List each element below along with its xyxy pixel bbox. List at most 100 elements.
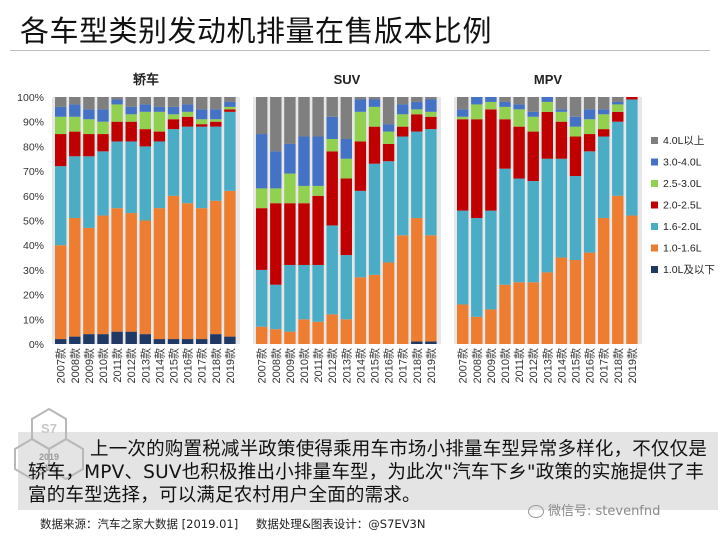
bar-segment [55, 116, 67, 135]
x-tick-label: 2010款 [498, 348, 512, 383]
bar-segment [284, 97, 296, 144]
y-tick-label: 90% [23, 117, 44, 129]
bar-segment [527, 97, 539, 112]
bar-segment [598, 218, 610, 344]
bar-segment [284, 264, 296, 332]
bar-segment [368, 106, 381, 127]
bar-segment [555, 97, 568, 110]
panel-title: SUV [334, 72, 361, 87]
bar-segment [397, 126, 409, 137]
legend-swatch [651, 266, 658, 273]
bar-segment [471, 218, 483, 317]
bar-segment [598, 129, 610, 137]
source-line: 数据来源：汽车之家大数据 [2019.01] 数据处理&图表设计：@S7EV3N [40, 516, 439, 532]
bar-segment [499, 97, 511, 102]
bar-segment [224, 111, 236, 191]
bar-segment [224, 190, 236, 337]
x-tick-label: 2011款 [311, 348, 325, 383]
bar-segment [326, 225, 338, 315]
bar-segment [583, 134, 596, 152]
bar-segment [111, 97, 123, 100]
bar-segment [167, 106, 180, 115]
bar-segment [541, 97, 553, 102]
bar-segment [83, 119, 95, 135]
y-tick-label: 70% [23, 166, 44, 178]
bar-segment [598, 97, 610, 110]
y-tick-label: 20% [23, 290, 44, 302]
data-processing: 数据处理&图表设计：@S7EV3N [255, 517, 426, 531]
bar-segment [125, 106, 137, 115]
bar-segment [196, 97, 208, 110]
seal-year: 2019 [39, 452, 59, 462]
bar-segment [368, 99, 381, 107]
bar-segment [139, 220, 151, 335]
bar-segment [555, 121, 568, 159]
x-tick-label: 2016款 [382, 348, 396, 383]
x-tick-label: 2016款 [583, 348, 597, 383]
legend-swatch [651, 137, 658, 144]
bar-segment [457, 119, 469, 211]
bar-segment [312, 136, 324, 186]
bar-segment [612, 121, 624, 196]
bar-segment [411, 131, 423, 219]
bar-segment [256, 326, 268, 344]
bar-segment [598, 114, 610, 130]
bar-segment [583, 97, 596, 110]
bar-segment [612, 101, 624, 105]
bar-segment [626, 215, 638, 344]
bar-segment [569, 260, 582, 344]
bar-segment [326, 151, 338, 226]
bar-segment [471, 316, 483, 344]
legend-swatch [651, 223, 658, 230]
bar-segment [612, 97, 624, 102]
bar-segment [583, 252, 596, 344]
bar-segment [411, 109, 423, 115]
x-tick-label: 2011款 [512, 348, 526, 383]
legend-label: 2.0-2.5L [663, 200, 702, 212]
page-title: 各车型类别发动机排量在售版本比例 [20, 14, 493, 48]
bar-segment [312, 195, 324, 265]
bar-segment [397, 97, 409, 105]
bar-segment [471, 97, 483, 105]
bar-segment [298, 185, 310, 204]
bar-segment [612, 111, 624, 122]
bar-segment [471, 119, 483, 219]
bar-segment [55, 97, 67, 107]
bar-segment [270, 329, 282, 344]
bar-segment [210, 200, 222, 335]
bar-segment [125, 114, 137, 122]
legend-swatch [651, 158, 658, 166]
bar-segment [55, 166, 67, 246]
bar-segment [196, 126, 208, 209]
y-tick-label: 10% [23, 314, 44, 326]
svg-text:S7: S7 [41, 421, 57, 436]
bar-segment [210, 109, 222, 120]
bar-segment [626, 99, 638, 216]
bar-segment [513, 282, 525, 344]
stacked-bar-chart: 0% 10% 20% 30% 40% 50% 60% 70% 80% 90% 100% 轿车 2007款… [17, 72, 715, 383]
bar-segment [569, 97, 582, 117]
x-tick-label: 2009款 [484, 348, 498, 383]
bar-segment [312, 185, 324, 196]
x-tick-label: 2016款 [181, 348, 195, 383]
bar-segment [340, 138, 352, 159]
x-tick-label: 2015款 [569, 348, 583, 383]
bar-segment [111, 141, 123, 209]
bar-segment [256, 208, 268, 270]
bar-segment [224, 109, 236, 112]
bar-segment [196, 124, 208, 127]
bar-segment [256, 269, 268, 327]
bar-segment [97, 97, 109, 110]
bar-segment [457, 210, 469, 305]
bar-segment [97, 334, 109, 344]
bar-segment [368, 163, 381, 275]
bar-segment [139, 334, 151, 344]
bar-segment [256, 134, 268, 189]
bar-segment [527, 116, 539, 132]
x-tick-label: 2013款 [540, 348, 554, 383]
bar-segment [541, 158, 553, 273]
bar-segment [69, 97, 81, 105]
x-tick-label: 2012款 [526, 348, 540, 383]
legend-swatch [651, 244, 658, 252]
bar-segment [425, 116, 437, 130]
